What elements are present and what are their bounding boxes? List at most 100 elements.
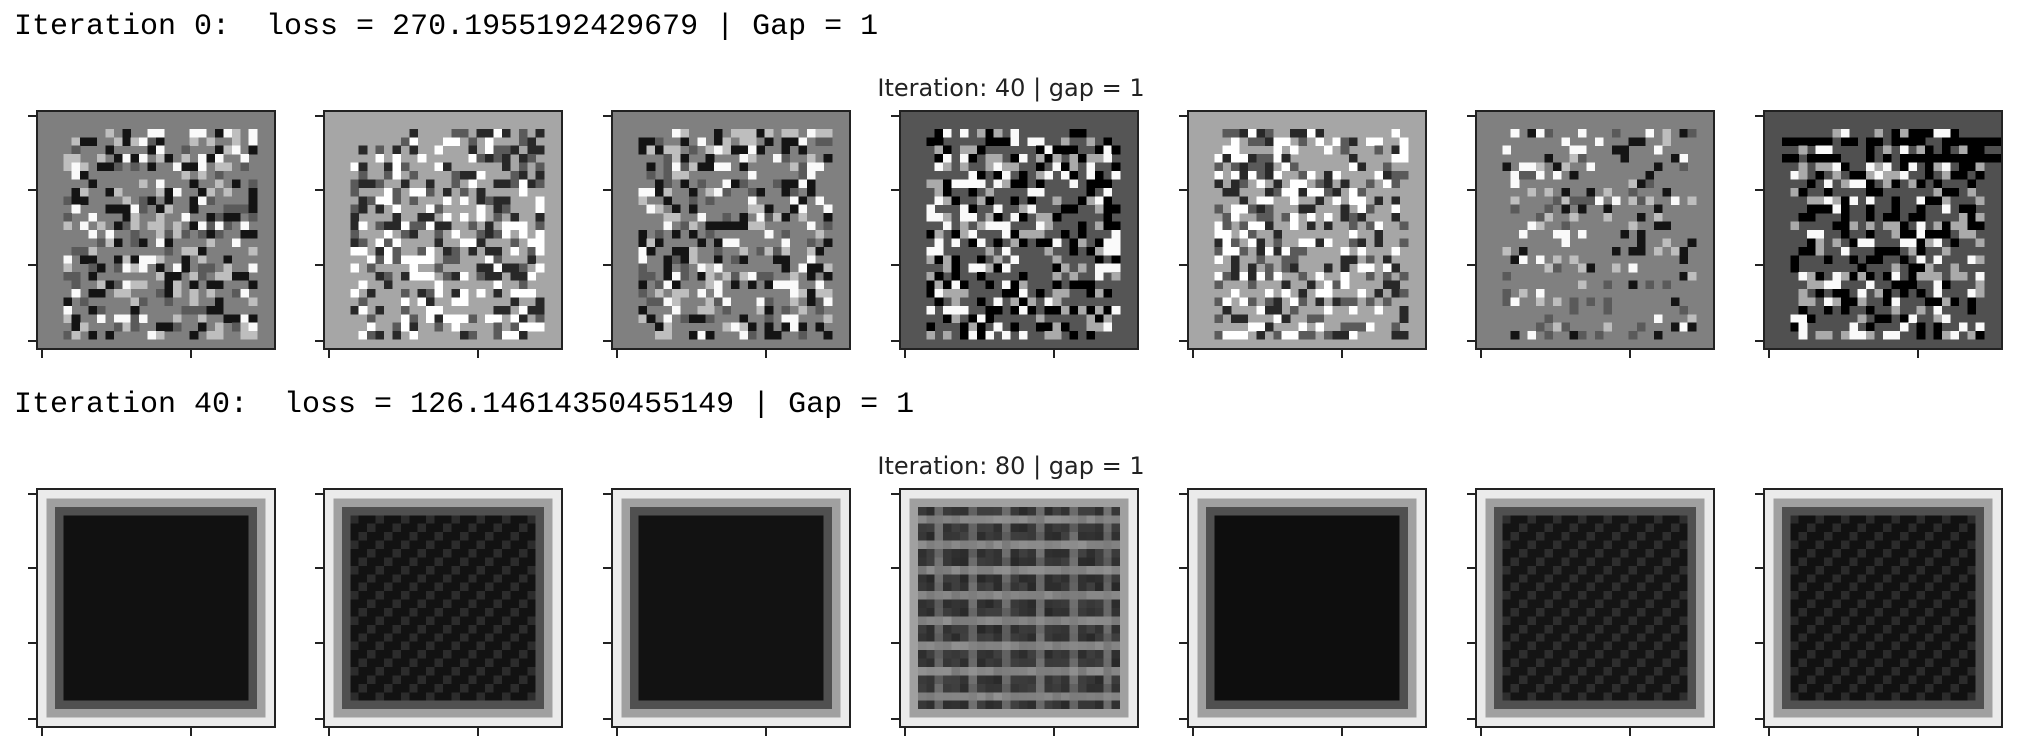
x-tick [765,728,767,736]
x-tick [1629,728,1631,736]
y-tick [603,189,611,191]
image-panel [36,488,276,728]
y-tick [603,264,611,266]
x-tick [41,350,43,358]
image-panel [323,110,563,350]
x-tick [1192,350,1194,358]
pixel-image [325,490,561,726]
image-panel [1475,488,1715,728]
y-tick [1179,567,1187,569]
y-tick [28,718,36,720]
y-tick [1467,493,1475,495]
x-tick [477,350,479,358]
y-tick [1179,115,1187,117]
image-panel [36,110,276,350]
y-tick [1755,642,1763,644]
y-tick [603,642,611,644]
y-tick [891,718,899,720]
pixel-image [901,490,1137,726]
log-line-iteration-40: Iteration 40: loss = 126.14614350455149 … [14,388,915,422]
x-tick [1480,728,1482,736]
x-tick [904,728,906,736]
y-tick [891,567,899,569]
y-tick [1755,340,1763,342]
x-tick [616,728,618,736]
y-tick [28,189,36,191]
y-tick [315,189,323,191]
y-tick [603,493,611,495]
image-panel [1763,110,2003,350]
y-tick [603,115,611,117]
x-tick [1768,350,1770,358]
y-tick [1179,493,1187,495]
image-panel [1475,110,1715,350]
x-tick [1917,728,1919,736]
image-panel [899,110,1139,350]
x-tick [765,350,767,358]
pixel-image [350,128,545,340]
image-panel [1187,110,1427,350]
y-tick [603,567,611,569]
pixel-image [1781,128,2001,340]
y-tick [1755,493,1763,495]
y-tick [28,567,36,569]
x-tick [1480,350,1482,358]
y-tick [1179,264,1187,266]
y-tick [1755,567,1763,569]
image-panel [323,488,563,728]
x-tick [1341,350,1343,358]
x-tick [1341,728,1343,736]
x-tick [190,350,192,358]
image-panel [1187,488,1427,728]
y-tick [1179,189,1187,191]
y-tick [28,115,36,117]
y-tick [603,718,611,720]
pixel-image [63,128,258,340]
y-tick [1467,718,1475,720]
y-tick [1179,642,1187,644]
y-tick [28,340,36,342]
x-tick [41,728,43,736]
pixel-image [1477,490,1713,726]
y-tick [315,115,323,117]
x-tick [328,350,330,358]
y-tick [315,493,323,495]
y-tick [891,264,899,266]
y-tick [1179,340,1187,342]
x-tick [1053,350,1055,358]
figure-title-iteration-40: Iteration: 40 | gap = 1 [877,74,1145,102]
y-tick [1755,189,1763,191]
log-line-iteration-0: Iteration 0: loss = 270.1955192429679 | … [14,10,879,44]
y-tick [1179,718,1187,720]
y-tick [1467,264,1475,266]
pixel-image [1765,490,2001,726]
y-tick [1467,642,1475,644]
pixel-image [1502,128,1697,340]
image-panel [611,488,851,728]
y-tick [1467,340,1475,342]
y-tick [1467,567,1475,569]
y-tick [315,718,323,720]
y-tick [1755,718,1763,720]
y-tick [891,642,899,644]
y-tick [891,115,899,117]
y-tick [315,567,323,569]
x-tick [1192,728,1194,736]
y-tick [28,642,36,644]
image-panel [899,488,1139,728]
x-tick [190,728,192,736]
y-tick [891,493,899,495]
x-tick [328,728,330,736]
image-panel [611,110,851,350]
y-tick [603,340,611,342]
pixel-image [613,490,849,726]
y-tick [28,493,36,495]
y-tick [315,340,323,342]
y-tick [28,264,36,266]
figure-title-iteration-80: Iteration: 80 | gap = 1 [877,452,1145,480]
y-tick [1467,189,1475,191]
y-tick [891,189,899,191]
pixel-image [38,490,274,726]
y-tick [891,340,899,342]
y-tick [315,264,323,266]
